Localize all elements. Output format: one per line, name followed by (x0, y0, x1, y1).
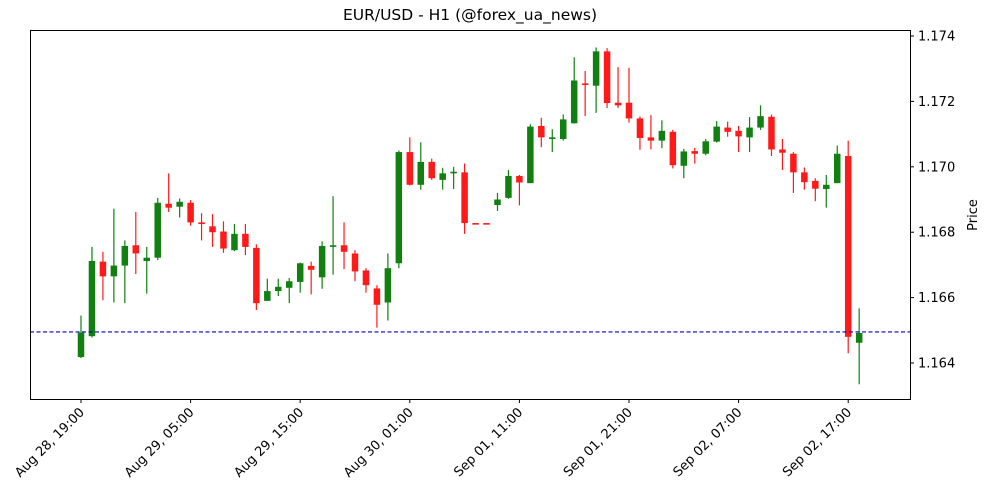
candle (713, 121, 720, 143)
candle (296, 262, 304, 293)
candle (647, 115, 655, 150)
candle (373, 285, 381, 328)
x-tick-label: Sep 02, 07:00 (671, 405, 746, 480)
candle (395, 150, 403, 269)
candle (625, 67, 633, 123)
candle (154, 197, 161, 260)
y-tick-label: 1.172 (918, 95, 955, 110)
candle (275, 278, 282, 296)
y-tick-label: 1.168 (918, 226, 955, 241)
candle (702, 139, 709, 156)
candle (253, 244, 260, 311)
candle (812, 178, 819, 202)
x-tick-label: Sep 02, 17:00 (780, 405, 855, 480)
candle (307, 261, 315, 295)
candle (603, 48, 611, 108)
candle (450, 166, 457, 190)
candle (472, 223, 479, 225)
candle (757, 105, 764, 130)
candle (340, 222, 348, 270)
candle (242, 224, 249, 256)
candle (844, 140, 852, 354)
candle (220, 221, 227, 253)
candle (461, 163, 468, 234)
x-tick-label: Aug 29, 05:00 (122, 405, 198, 481)
candle (516, 174, 523, 206)
chart-title: EUR/USD - H1 (@forex_ua_news) (342, 6, 598, 24)
candle (801, 167, 808, 190)
plot-frame (30, 30, 911, 400)
candle (494, 192, 501, 211)
y-tick-label: 1.170 (918, 160, 955, 175)
y-tick-label: 1.166 (918, 291, 955, 306)
candle (187, 200, 194, 226)
candle (99, 251, 107, 301)
candle (636, 116, 644, 150)
candle (428, 158, 435, 180)
candle (592, 47, 600, 113)
candle (132, 211, 140, 275)
candle (538, 117, 545, 148)
candle (581, 70, 589, 117)
candle (823, 174, 830, 208)
candle (658, 120, 666, 149)
candle (329, 196, 337, 275)
y-tick-label: 1.164 (918, 357, 955, 372)
y-axis-label: Price (966, 199, 981, 231)
candle (746, 117, 753, 153)
x-tick-label: Sep 01, 21:00 (561, 405, 636, 480)
y-axis: 1.164 1.166 1.168 1.170 1.172 1.174 (910, 30, 955, 372)
candle (614, 67, 622, 108)
candle (680, 148, 688, 179)
candle (417, 142, 425, 190)
candle (264, 278, 271, 301)
candle (527, 124, 534, 184)
candle (209, 214, 216, 247)
candle (88, 246, 96, 338)
candle (669, 129, 677, 169)
candle (318, 241, 326, 289)
y-tick-label: 1.174 (918, 30, 955, 45)
candle (362, 268, 370, 293)
candles-layer (77, 47, 863, 385)
candle (176, 198, 183, 218)
candle (779, 139, 786, 171)
x-tick-label: Sep 01, 11:00 (451, 405, 526, 480)
candle (833, 145, 841, 184)
candle (724, 121, 731, 137)
x-tick-label: Aug 28, 19:00 (12, 405, 88, 481)
candle (549, 129, 556, 153)
x-axis: Aug 28, 19:00 Aug 29, 05:00 Aug 29, 15:00 A… (12, 399, 855, 481)
candle (384, 253, 392, 321)
candle (483, 223, 490, 225)
candle (790, 152, 797, 193)
candle (505, 170, 512, 199)
candle (691, 147, 699, 164)
candle (855, 308, 863, 385)
candle (285, 277, 293, 304)
candle (559, 114, 567, 141)
candle (198, 213, 205, 241)
candle (406, 137, 414, 186)
candle (165, 173, 172, 212)
candle (735, 125, 742, 153)
candle (439, 167, 446, 190)
candle (570, 57, 578, 124)
candle (143, 246, 151, 294)
x-tick-label: Aug 29, 15:00 (232, 405, 308, 481)
candle (231, 224, 238, 252)
candle (121, 240, 129, 304)
candle (110, 208, 118, 303)
x-tick-label: Aug 30, 01:00 (341, 405, 417, 481)
candle (351, 250, 359, 282)
candle (768, 114, 775, 157)
candle (77, 315, 85, 359)
